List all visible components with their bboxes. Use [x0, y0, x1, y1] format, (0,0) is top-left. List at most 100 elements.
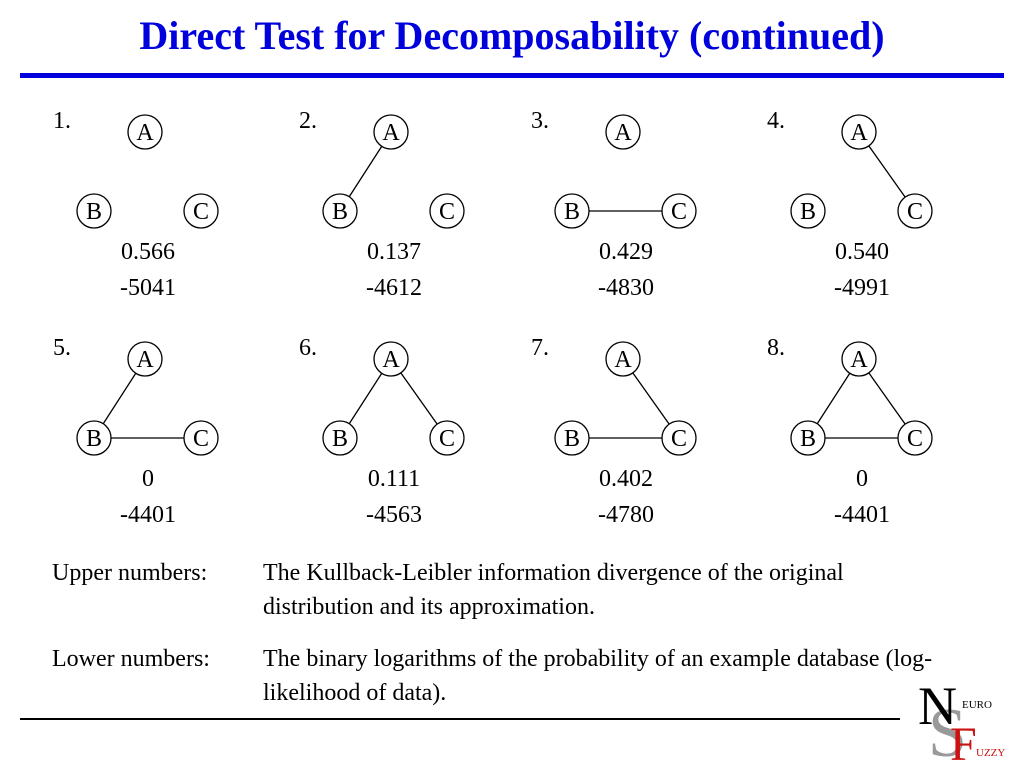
title-underline — [20, 73, 1004, 78]
node-label-C: C — [671, 199, 687, 225]
node-B — [554, 193, 590, 229]
node-A — [127, 341, 163, 377]
node-A — [841, 341, 877, 377]
node-label-B: B — [86, 199, 102, 225]
graph-1: 1. A B C 0.566 -5041 — [53, 108, 219, 301]
log-likelihood-value: -4612 — [366, 275, 422, 301]
node-label-B: B — [86, 426, 102, 452]
node-label-B: B — [800, 426, 816, 452]
node-label-B: B — [564, 199, 580, 225]
logo-small-uzzy: UZZY — [976, 747, 1005, 759]
node-C — [897, 193, 933, 229]
graph-number: 7. — [531, 335, 549, 361]
edge-A-B — [102, 372, 137, 425]
graph-number: 1. — [53, 108, 71, 134]
node-label-B: B — [332, 426, 348, 452]
node-label-C: C — [907, 426, 923, 452]
node-label-C: C — [193, 199, 209, 225]
log-likelihood-value: -4401 — [834, 502, 890, 528]
kl-divergence-value: 0.137 — [367, 239, 421, 265]
graph-2: 2. A B C 0.137 -4612 — [299, 108, 465, 301]
node-B — [554, 420, 590, 456]
node-C — [897, 420, 933, 456]
graph-number: 3. — [531, 108, 549, 134]
log-likelihood-value: -4991 — [834, 275, 890, 301]
legend-lower-term: Lower numbers: — [52, 646, 210, 672]
node-label-A: A — [136, 347, 154, 373]
graph-8: 8. A B C 0 -4401 — [767, 335, 933, 528]
graph-number: 2. — [299, 108, 317, 134]
node-C — [661, 193, 697, 229]
node-label-A: A — [614, 347, 632, 373]
node-A — [605, 341, 641, 377]
node-label-B: B — [564, 426, 580, 452]
footer-rule — [20, 718, 900, 720]
edge-A-B — [348, 145, 383, 198]
edge-A-C — [400, 372, 438, 425]
node-label-C: C — [907, 199, 923, 225]
kl-divergence-value: 0.540 — [835, 239, 889, 265]
node-B — [322, 193, 358, 229]
kl-divergence-value: 0.429 — [599, 239, 653, 265]
node-A — [373, 341, 409, 377]
node-label-B: B — [800, 199, 816, 225]
node-label-A: A — [614, 120, 632, 146]
graph-number: 8. — [767, 335, 785, 361]
graph-6: 6. A B C 0.111 -4563 — [299, 335, 465, 528]
kl-divergence-value: 0.111 — [368, 466, 420, 492]
node-label-B: B — [332, 199, 348, 225]
edge-A-B — [348, 372, 383, 425]
node-C — [183, 193, 219, 229]
graph-number: 5. — [53, 335, 71, 361]
node-A — [373, 114, 409, 150]
graph-5: 5. A B C 0 -4401 — [53, 335, 219, 528]
node-B — [790, 420, 826, 456]
node-B — [76, 420, 112, 456]
logo-letter-n: N — [918, 676, 957, 736]
node-C — [429, 420, 465, 456]
edge-A-B — [816, 372, 851, 425]
node-B — [76, 193, 112, 229]
log-likelihood-value: -4780 — [598, 502, 654, 528]
node-label-A: A — [136, 120, 154, 146]
edge-A-C — [632, 372, 670, 425]
node-label-A: A — [850, 347, 868, 373]
logo-small-euro: EURO — [962, 699, 992, 711]
log-likelihood-value: -4401 — [120, 502, 176, 528]
kl-divergence-value: 0 — [142, 466, 154, 492]
graph-4: 4. A B C 0.540 -4991 — [767, 108, 933, 301]
legend-lower-definition: The binary logarithms of the probability… — [263, 646, 933, 706]
log-likelihood-value: -4830 — [598, 275, 654, 301]
neuro-fuzzy-logo: S N F EURO UZZY — [918, 676, 1005, 766]
logo-letter-s: S — [928, 695, 967, 766]
node-B — [322, 420, 358, 456]
log-likelihood-value: -4563 — [366, 502, 422, 528]
node-label-C: C — [439, 426, 455, 452]
node-label-C: C — [439, 199, 455, 225]
node-label-C: C — [671, 426, 687, 452]
log-likelihood-value: -5041 — [120, 275, 176, 301]
legend-upper-term: Upper numbers: — [52, 560, 208, 586]
node-label-A: A — [850, 120, 868, 146]
node-A — [127, 114, 163, 150]
node-C — [429, 193, 465, 229]
kl-divergence-value: 0.402 — [599, 466, 653, 492]
kl-divergence-value: 0 — [856, 466, 868, 492]
logo-letter-f: F — [950, 718, 977, 766]
node-label-C: C — [193, 426, 209, 452]
node-label-A: A — [382, 347, 400, 373]
node-B — [790, 193, 826, 229]
page-title: Direct Test for Decomposability (continu… — [139, 13, 885, 58]
kl-divergence-value: 0.566 — [121, 239, 175, 265]
edge-A-C — [868, 372, 906, 425]
legend-upper-definition: The Kullback-Leibler information diverge… — [263, 560, 844, 620]
graph-7: 7. A B C 0.402 -4780 — [531, 335, 697, 528]
graph-3: 3. A B C 0.429 -4830 — [531, 108, 697, 301]
edge-A-C — [868, 145, 906, 198]
node-A — [841, 114, 877, 150]
node-C — [183, 420, 219, 456]
node-C — [661, 420, 697, 456]
graph-grid: 1. A B C 0.566 -5041 2. A B C 0.137 -4612 3. A B C 0.429… — [53, 108, 933, 528]
node-label-A: A — [382, 120, 400, 146]
graph-number: 6. — [299, 335, 317, 361]
